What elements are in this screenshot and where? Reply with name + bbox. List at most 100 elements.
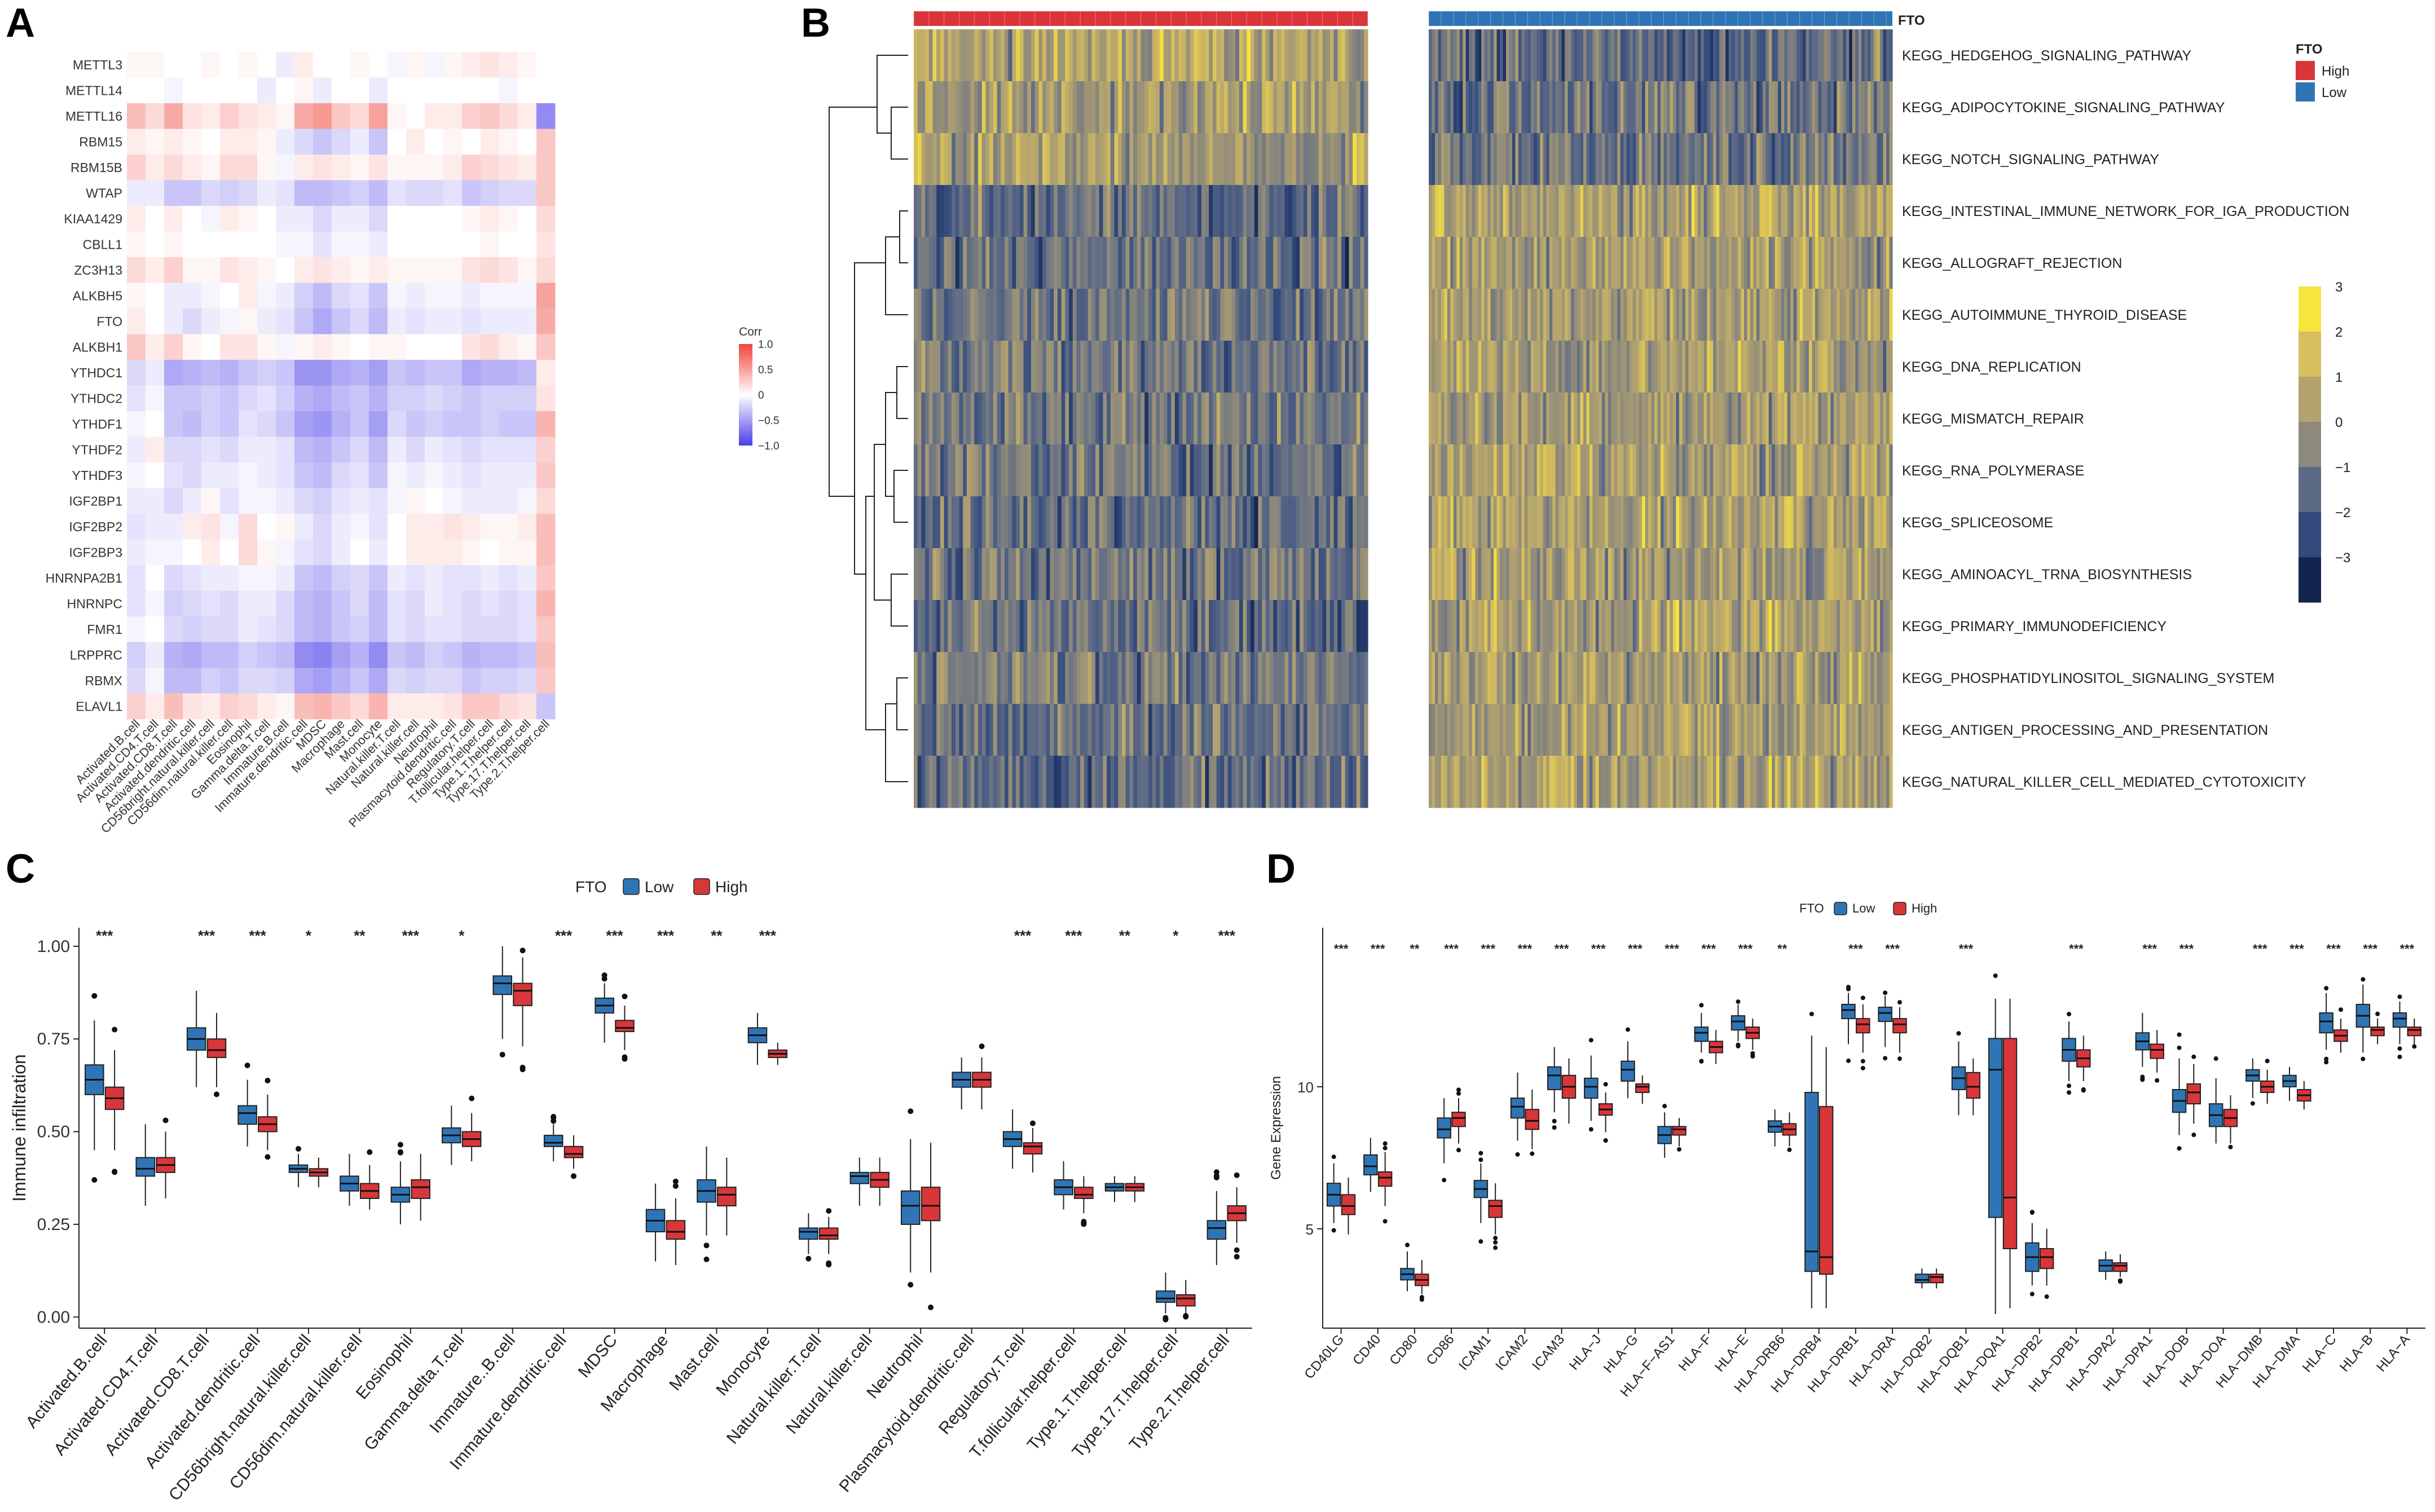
heatmap-cell: [1886, 237, 1890, 289]
heatmap-cell: [1303, 444, 1308, 497]
heatmap-cell: [1592, 444, 1596, 497]
heatmap-cell: [294, 616, 314, 642]
heatmap-cell: [1864, 185, 1868, 237]
heatmap-cell: [1114, 652, 1119, 704]
heatmap-cell: [1031, 289, 1036, 341]
heatmap-cell: [966, 393, 971, 445]
heatmap-cell: [1099, 652, 1104, 704]
heatmap-cell: [1620, 185, 1624, 237]
heatmap-cell: [1608, 237, 1611, 289]
heatmap-cell: [1676, 289, 1680, 341]
heatmap-cell: [1833, 704, 1837, 756]
heatmap-cell: [1543, 444, 1547, 497]
heatmap-cell: [220, 668, 239, 694]
heatmap-cell: [925, 496, 930, 549]
heatmap-cell: [1329, 600, 1335, 653]
heatmap-cell: [1756, 341, 1760, 393]
heatmap-cell: [1614, 652, 1618, 704]
heatmap-cell: [1676, 185, 1680, 237]
heatmap-cell: [1536, 548, 1540, 601]
heatmap-cell: [1580, 444, 1584, 497]
heatmap-cell: [1144, 81, 1149, 134]
heatmap-cell: [1809, 237, 1813, 289]
heatmap-cell: [970, 756, 975, 808]
heatmap-cell: [1046, 600, 1051, 653]
heatmap-cell: [1084, 652, 1089, 704]
heatmap-cell: [1163, 185, 1168, 237]
heatmap-cell: [1676, 81, 1680, 134]
heatmap-cell: [1121, 704, 1126, 756]
heatmap-cell: [1318, 29, 1323, 82]
heatmap-cell: [388, 462, 407, 488]
heatmap-cell: [1676, 393, 1680, 445]
heatmap-cell: [1269, 496, 1274, 549]
heatmap-cell: [1589, 341, 1593, 393]
heatmap-cell: [1178, 289, 1183, 341]
heatmap-cell: [1333, 289, 1338, 341]
heatmap-cell: [1552, 133, 1556, 186]
heatmap-cell: [1787, 444, 1791, 497]
heatmap-cell: [388, 77, 407, 104]
heatmap-cell: [1212, 185, 1217, 237]
heatmap-cell: [1001, 444, 1005, 497]
heatmap-cell: [1496, 496, 1500, 549]
heatmap-cell: [1663, 393, 1667, 445]
heatmap-cell: [1300, 393, 1304, 445]
heatmap-cell: [1558, 548, 1562, 601]
heatmap-cell: [1685, 341, 1689, 393]
heatmap-cell: [164, 514, 183, 540]
heatmap-cell: [1784, 29, 1788, 82]
heatmap-cell: [1605, 548, 1609, 601]
heatmap-cell: [1663, 185, 1667, 237]
heatmap-cell: [1235, 496, 1240, 549]
heatmap-cell: [1194, 704, 1198, 756]
heatmap-cell: [1269, 237, 1274, 289]
heatmap-cell: [1235, 652, 1240, 704]
heatmap-cell: [1772, 237, 1776, 289]
heatmap-cell: [1586, 393, 1590, 445]
heatmap-cell: [481, 411, 500, 437]
heatmap-cell: [989, 341, 994, 393]
heatmap-cell: [1672, 704, 1676, 756]
heatmap-cell: [1444, 289, 1448, 341]
heatmap-cell: [1472, 393, 1476, 445]
heatmap-cell: [1663, 548, 1667, 601]
heatmap-cell: [1571, 185, 1575, 237]
heatmap-cell: [1555, 133, 1559, 186]
heatmap-cell: [1793, 29, 1797, 82]
heatmap-cell: [1475, 393, 1479, 445]
heatmap-cell: [1178, 393, 1183, 445]
heatmap-cell: [1558, 600, 1562, 653]
heatmap-cell: [1069, 444, 1073, 497]
heatmap-cell: [1670, 133, 1674, 186]
heatmap-cell: [989, 548, 994, 601]
heatmap-cell: [350, 693, 369, 720]
heatmap-cell: [1861, 237, 1865, 289]
heatmap-cell: [1812, 444, 1816, 497]
heatmap-cell: [1543, 496, 1547, 549]
heatmap-cell: [970, 237, 975, 289]
heatmap-cell: [1326, 652, 1331, 704]
heatmap-cell: [1666, 444, 1671, 497]
heatmap-cell: [1042, 341, 1047, 393]
heatmap-cell: [1617, 81, 1621, 134]
heatmap-cell: [1642, 393, 1646, 445]
heatmap-cell: [518, 129, 537, 155]
heatmap-cell: [406, 334, 425, 360]
heatmap-cell: [164, 308, 183, 334]
heatmap-cell: [1329, 237, 1335, 289]
heatmap-cell: [1877, 704, 1881, 756]
heatmap-cell: [1818, 237, 1822, 289]
heatmap-cell: [1682, 444, 1686, 497]
heatmap-cell: [1167, 548, 1172, 601]
heatmap-cell: [948, 652, 952, 704]
heatmap-cell: [1778, 548, 1782, 601]
heatmap-cell: [499, 590, 518, 617]
heatmap-cell: [1759, 756, 1763, 808]
dendrogram-link: [885, 703, 908, 782]
heatmap-cell: [1509, 704, 1513, 756]
heatmap-cell: [1031, 496, 1036, 549]
heatmap-cell: [1152, 185, 1156, 237]
heatmap-cell: [1874, 29, 1878, 82]
heatmap-cell: [1536, 133, 1540, 186]
